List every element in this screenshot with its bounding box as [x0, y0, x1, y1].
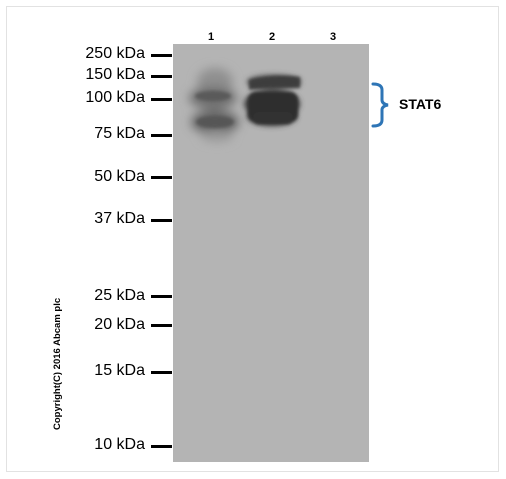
marker-tick-37 [151, 219, 172, 222]
marker-label-250: 250 kDa [85, 45, 145, 62]
lane-number-3: 3 [329, 31, 337, 43]
marker-label-15: 15 kDa [94, 362, 145, 379]
marker-label-100: 100 kDa [85, 89, 145, 106]
marker-tick-25 [151, 295, 172, 298]
marker-tick-15 [151, 371, 172, 374]
marker-tick-10 [151, 445, 172, 448]
marker-tick-20 [151, 324, 172, 327]
marker-label-25: 25 kDa [94, 287, 145, 304]
lane-2-bands [244, 75, 301, 126]
bracket-icon [371, 82, 389, 128]
marker-tick-50 [151, 176, 172, 179]
marker-label-10: 10 kDa [94, 436, 145, 453]
marker-label-150: 150 kDa [85, 66, 145, 83]
lane-number-2: 2 [268, 31, 276, 43]
western-blot-membrane [173, 44, 369, 462]
marker-tick-250 [151, 54, 172, 57]
lane-number-1: 1 [207, 31, 215, 43]
marker-tick-75 [151, 134, 172, 137]
marker-label-50: 50 kDa [94, 168, 145, 185]
band-label-stat6: STAT6 [399, 96, 442, 112]
marker-tick-150 [151, 75, 172, 78]
marker-label-37: 37 kDa [94, 210, 145, 227]
marker-label-20: 20 kDa [94, 316, 145, 333]
marker-label-75: 75 kDa [94, 125, 145, 142]
copyright-text: Copyright(C) 2016 Abcam plc [52, 297, 63, 430]
marker-tick-100 [151, 98, 172, 101]
